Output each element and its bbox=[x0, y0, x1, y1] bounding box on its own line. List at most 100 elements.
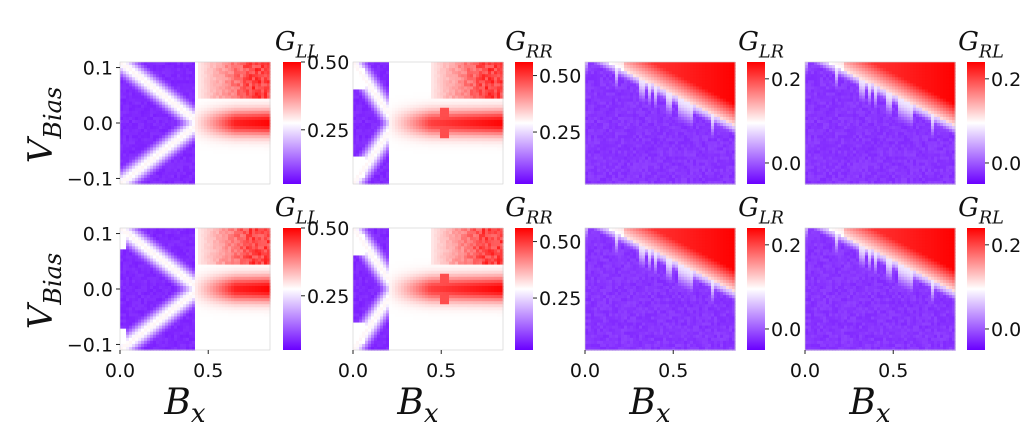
heatmap-cell bbox=[135, 98, 139, 103]
heatmap-cell bbox=[365, 156, 369, 161]
heatmap-cell bbox=[243, 83, 247, 87]
heatmap-cell bbox=[398, 144, 402, 148]
heatmap-cell bbox=[240, 144, 244, 148]
heatmap-cell bbox=[180, 119, 184, 124]
heatmap-cell bbox=[374, 92, 378, 97]
heatmap-cell bbox=[243, 162, 247, 167]
heatmap-cell bbox=[234, 138, 238, 142]
heatmap-glr-row1 bbox=[585, 62, 736, 185]
heatmap-cell bbox=[267, 107, 271, 112]
heatmap-cell bbox=[425, 123, 429, 127]
heatmap-cell bbox=[162, 95, 166, 100]
heatmap-cell bbox=[377, 113, 381, 118]
heatmap-cell bbox=[237, 83, 241, 87]
heatmap-cell bbox=[225, 86, 229, 91]
heatmap-cell bbox=[183, 171, 187, 176]
heatmap-cell bbox=[410, 150, 414, 155]
heatmap-cell bbox=[210, 98, 214, 103]
heatmap-cell bbox=[132, 156, 136, 161]
heatmap-cell bbox=[213, 83, 217, 87]
heatmap-cell bbox=[156, 177, 160, 182]
heatmap-cell bbox=[231, 165, 235, 170]
heatmap-cell bbox=[389, 123, 393, 127]
heatmap-cell bbox=[123, 150, 127, 155]
heatmap-cell bbox=[410, 68, 414, 72]
heatmap-cell bbox=[407, 180, 411, 185]
heatmap-cell bbox=[264, 162, 268, 167]
heatmap-cell bbox=[407, 80, 411, 84]
heatmap-cell bbox=[356, 141, 360, 145]
heatmap-cell bbox=[368, 144, 372, 148]
heatmap-cell bbox=[410, 129, 414, 133]
heatmap-cell bbox=[171, 95, 175, 100]
heatmap-cell bbox=[401, 138, 405, 142]
heatmap-cell bbox=[177, 141, 181, 145]
heatmap-cell bbox=[389, 180, 393, 185]
heatmap-cell bbox=[141, 89, 145, 94]
heatmap-cell bbox=[213, 126, 217, 130]
heatmap-cell bbox=[159, 141, 163, 145]
heatmap-cell bbox=[237, 138, 241, 142]
heatmap-cell bbox=[132, 135, 136, 139]
heatmap-cell bbox=[267, 174, 271, 179]
heatmap-cell bbox=[141, 98, 145, 103]
heatmap-cell bbox=[162, 144, 166, 148]
heatmap-cell bbox=[386, 113, 390, 118]
heatmap-cell bbox=[383, 110, 387, 115]
heatmap-cell bbox=[213, 74, 217, 78]
heatmap-cell bbox=[371, 132, 375, 136]
heatmap-cell bbox=[407, 147, 411, 152]
heatmap-cell bbox=[419, 119, 423, 124]
heatmap-cell bbox=[398, 110, 402, 115]
heatmap-cell bbox=[192, 123, 196, 127]
heatmap-cell bbox=[204, 177, 208, 182]
heatmap-cell bbox=[195, 83, 199, 87]
heatmap-cell bbox=[186, 135, 190, 139]
heatmap-cell bbox=[416, 95, 420, 100]
heatmap-cell bbox=[201, 92, 205, 97]
heatmap-cell bbox=[258, 168, 262, 173]
heatmap-cell bbox=[383, 177, 387, 182]
heatmap-cell bbox=[425, 180, 429, 185]
heatmap-cell bbox=[204, 110, 208, 115]
heatmap-cell bbox=[395, 153, 399, 158]
heatmap-cell bbox=[362, 153, 366, 158]
heatmap-cell bbox=[162, 126, 166, 130]
heatmap-cell bbox=[168, 171, 172, 176]
heatmap-cell bbox=[204, 83, 208, 87]
heatmap-cell bbox=[395, 110, 399, 115]
heatmap-cell bbox=[171, 74, 175, 78]
heatmap-cell bbox=[120, 107, 124, 112]
heatmap-cell bbox=[204, 65, 208, 69]
heatmap-cell bbox=[231, 65, 235, 69]
heatmap-cell bbox=[368, 110, 372, 115]
heatmap-cell bbox=[365, 77, 369, 81]
heatmap-cell bbox=[407, 177, 411, 182]
heatmap-cell bbox=[195, 180, 199, 185]
heatmap-cell bbox=[353, 107, 357, 112]
heatmap-cell bbox=[386, 95, 390, 100]
heatmap-cell bbox=[365, 98, 369, 103]
heatmap-cell bbox=[362, 77, 366, 81]
heatmap-cell bbox=[213, 98, 217, 103]
heatmap-cell bbox=[222, 159, 226, 164]
heatmap-cell bbox=[216, 62, 220, 66]
heatmap-cell bbox=[264, 71, 268, 75]
heatmap-cell bbox=[356, 92, 360, 97]
heatmap-cell bbox=[407, 92, 411, 97]
heatmap-cell bbox=[389, 101, 393, 106]
heatmap-cell bbox=[174, 77, 178, 81]
heatmap-cell bbox=[174, 110, 178, 115]
heatmap-cell bbox=[150, 165, 154, 170]
heatmap-cell bbox=[264, 144, 268, 148]
heatmap-cell bbox=[410, 92, 414, 97]
heatmap-cell bbox=[219, 144, 223, 148]
heatmap-cell bbox=[371, 92, 375, 97]
heatmap-cell bbox=[398, 101, 402, 106]
heatmap-cell bbox=[150, 62, 154, 66]
heatmap-cell bbox=[374, 132, 378, 136]
heatmap-cell bbox=[186, 83, 190, 87]
heatmap-cell bbox=[267, 180, 271, 185]
heatmap-cell bbox=[183, 150, 187, 155]
heatmap-cell bbox=[195, 126, 199, 130]
